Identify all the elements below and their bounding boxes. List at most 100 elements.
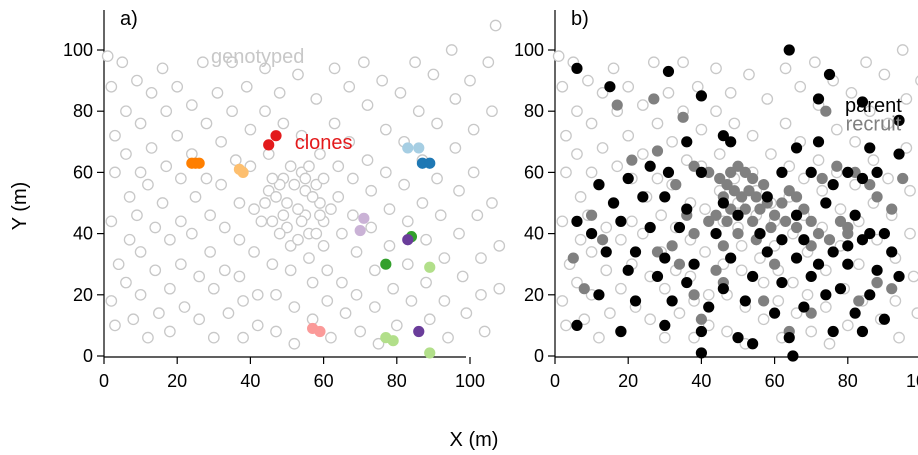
point-parent bbox=[856, 172, 869, 185]
point-genotyped bbox=[460, 307, 473, 320]
series-clones bbox=[186, 130, 436, 359]
point-parent bbox=[666, 295, 678, 307]
point-genotyped bbox=[867, 154, 880, 167]
point-parent bbox=[659, 191, 671, 203]
point-genotyped bbox=[596, 86, 609, 99]
point-clones bbox=[358, 212, 370, 224]
point-parent bbox=[659, 252, 671, 264]
point-genotyped bbox=[120, 148, 132, 160]
point-genotyped bbox=[185, 99, 198, 111]
point-parent bbox=[622, 264, 634, 276]
point-recruit bbox=[768, 209, 781, 221]
point-genotyped bbox=[101, 50, 114, 62]
point-parent bbox=[593, 179, 605, 191]
point-genotyped bbox=[222, 307, 235, 320]
point-genotyped bbox=[560, 319, 572, 332]
point-parent bbox=[864, 289, 876, 301]
point-genotyped bbox=[677, 56, 689, 69]
y-tick-label: 100 bbox=[514, 40, 544, 60]
point-genotyped bbox=[596, 142, 609, 154]
point-recruit bbox=[721, 179, 733, 191]
point-genotyped bbox=[578, 313, 591, 326]
point-parent bbox=[695, 347, 708, 359]
point-parent bbox=[871, 264, 883, 276]
point-genotyped bbox=[189, 191, 202, 203]
point-genotyped bbox=[893, 331, 905, 344]
point-genotyped bbox=[266, 172, 279, 185]
point-parent bbox=[871, 166, 883, 178]
point-parent bbox=[893, 148, 905, 160]
point-recruit bbox=[750, 191, 762, 203]
point-parent bbox=[812, 93, 825, 105]
series-genotyped bbox=[101, 19, 506, 350]
point-genotyped bbox=[456, 270, 469, 283]
point-genotyped bbox=[915, 75, 918, 86]
point-parent bbox=[732, 332, 744, 344]
point-genotyped bbox=[882, 172, 894, 185]
point-recruit bbox=[834, 215, 847, 227]
point-genotyped bbox=[878, 68, 891, 81]
point-genotyped bbox=[666, 135, 678, 148]
point-parent bbox=[790, 252, 803, 264]
point-parent bbox=[776, 276, 788, 289]
point-genotyped bbox=[295, 129, 308, 142]
point-recruit bbox=[805, 240, 817, 252]
point-parent bbox=[790, 142, 803, 154]
point-genotyped bbox=[292, 233, 304, 246]
point-genotyped bbox=[109, 129, 121, 142]
point-genotyped bbox=[658, 331, 671, 344]
point-parent bbox=[754, 228, 766, 240]
point-genotyped bbox=[475, 288, 487, 301]
point-genotyped bbox=[321, 264, 334, 277]
panel-a: 0 20 40 60 80 100 0 20 40 60 80 100 a) genotyped clone… bbox=[63, 8, 506, 391]
point-recruit bbox=[758, 295, 770, 307]
point-parent bbox=[878, 228, 891, 240]
series-parent bbox=[571, 44, 905, 362]
point-parent bbox=[629, 295, 642, 307]
point-genotyped bbox=[255, 215, 268, 228]
point-genotyped bbox=[849, 178, 861, 191]
point-genotyped bbox=[259, 197, 271, 209]
point-genotyped bbox=[218, 221, 231, 234]
point-genotyped bbox=[277, 117, 290, 130]
point-genotyped bbox=[852, 258, 865, 271]
point-genotyped bbox=[673, 307, 686, 320]
point-genotyped bbox=[790, 307, 803, 320]
x-tick-label: 100 bbox=[906, 371, 918, 391]
point-genotyped bbox=[196, 56, 209, 69]
point-parent bbox=[571, 319, 583, 331]
point-genotyped bbox=[123, 233, 136, 246]
point-genotyped bbox=[779, 62, 792, 75]
point-genotyped bbox=[387, 282, 399, 295]
point-parent bbox=[842, 166, 854, 178]
point-genotyped bbox=[394, 86, 407, 99]
point-genotyped bbox=[149, 264, 162, 277]
point-genotyped bbox=[489, 19, 502, 32]
x-tick-label: 0 bbox=[99, 371, 109, 391]
point-genotyped bbox=[863, 105, 876, 118]
point-genotyped bbox=[615, 233, 627, 246]
point-parent bbox=[827, 325, 839, 338]
point-recruit bbox=[820, 105, 832, 117]
point-parent bbox=[849, 307, 861, 319]
point-genotyped bbox=[904, 227, 916, 240]
point-clones bbox=[193, 157, 205, 169]
point-genotyped bbox=[702, 319, 715, 332]
point-genotyped bbox=[644, 313, 657, 326]
point-genotyped bbox=[207, 331, 220, 344]
point-recruit bbox=[710, 264, 722, 276]
point-parent bbox=[747, 270, 759, 283]
point-parent bbox=[849, 209, 861, 221]
point-genotyped bbox=[816, 184, 829, 197]
point-genotyped bbox=[215, 178, 227, 191]
point-recruit bbox=[747, 172, 759, 185]
point-genotyped bbox=[401, 215, 414, 228]
point-genotyped bbox=[475, 252, 487, 264]
point-parent bbox=[812, 136, 825, 148]
point-genotyped bbox=[310, 178, 323, 191]
point-genotyped bbox=[120, 105, 132, 118]
point-genotyped bbox=[299, 172, 312, 185]
point-recruit bbox=[626, 154, 638, 166]
point-genotyped bbox=[900, 142, 913, 154]
